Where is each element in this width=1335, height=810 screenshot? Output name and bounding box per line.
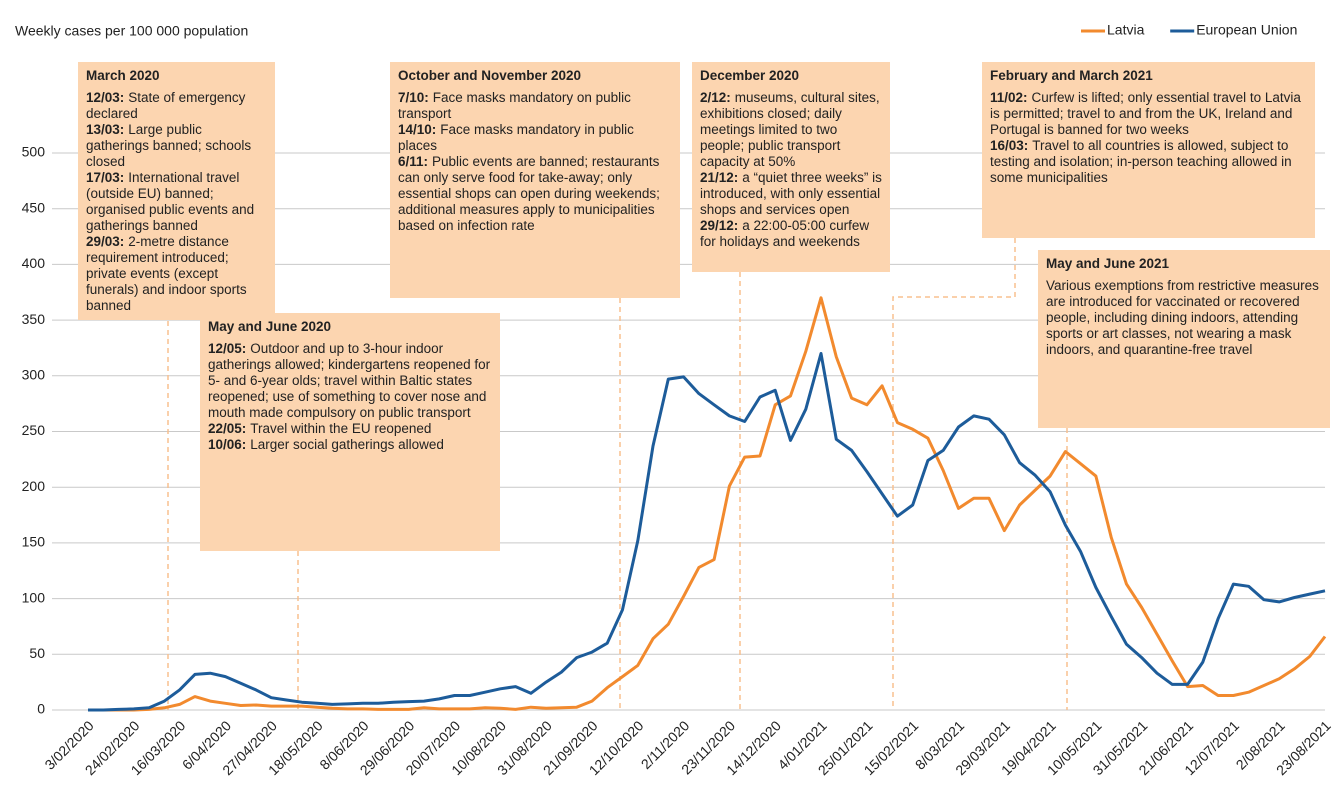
annotation-text: a “quiet three weeks” is introduced, wit… bbox=[700, 170, 882, 217]
annotation-title: February and March 2021 bbox=[990, 68, 1153, 83]
annotation-date: 29/03: bbox=[86, 234, 125, 249]
y-tick-label: 300 bbox=[22, 367, 46, 383]
annotation-box: December 2020 2/12: museums, cultural site… bbox=[692, 62, 890, 272]
annotation-item: 12/03: State of emergency declared bbox=[86, 90, 267, 122]
annotation-text: museums, cultural sites, exhibitions clo… bbox=[700, 90, 880, 169]
annotation-item: 12/05: Outdoor and up to 3-hour indoor ga… bbox=[208, 341, 492, 421]
annotation-item: 2/12: museums, cultural sites, exhibition… bbox=[700, 90, 882, 170]
annotation-date: 11/02: bbox=[990, 90, 1028, 105]
annotation-text: State of emergency declared bbox=[86, 90, 246, 121]
annotation-item: 21/12: a “quiet three weeks” is introduce… bbox=[700, 170, 882, 218]
y-tick-label: 400 bbox=[22, 255, 46, 271]
annotation-title: October and November 2020 bbox=[398, 68, 582, 83]
annotation-title: March 2020 bbox=[86, 68, 160, 83]
annotation-text: Public events are banned; restaurants ca… bbox=[398, 154, 660, 233]
annotation-text: Outdoor and up to 3-hour indoor gatherin… bbox=[208, 341, 491, 420]
annotation-item: 22/05: Travel within the EU reopened bbox=[208, 421, 492, 437]
y-tick-label: 50 bbox=[29, 645, 45, 661]
annotation-text: Large public gatherings banned; schools … bbox=[86, 122, 252, 169]
annotation-box: February and March 2021 11/02: Curfew is l… bbox=[982, 62, 1315, 238]
annotation-date: 7/10: bbox=[398, 90, 429, 105]
annotation-date: 2/12: bbox=[700, 90, 731, 105]
legend-label: Latvia bbox=[1107, 22, 1145, 38]
y-tick-label: 500 bbox=[22, 144, 46, 160]
annotation-text: International travel (outside EU) banned… bbox=[86, 170, 255, 233]
annotation-box: October and November 2020 7/10: Face masks… bbox=[390, 62, 680, 298]
annotation-item: 29/03: 2-metre distance requirement intro… bbox=[86, 234, 267, 314]
annotation-text: Various exemptions from restrictive meas… bbox=[1046, 278, 1319, 357]
annotation-text: Curfew is lifted; only essential travel … bbox=[990, 90, 1301, 137]
annotation-date: 13/03: bbox=[86, 122, 125, 137]
annotation-item: 6/11: Public events are banned; restauran… bbox=[398, 154, 672, 234]
annotation-title: May and June 2021 bbox=[1046, 256, 1170, 271]
annotation-date: 6/11: bbox=[398, 154, 429, 169]
y-tick-label: 350 bbox=[22, 311, 46, 327]
annotation-text: Face masks mandatory on public transport bbox=[398, 90, 631, 121]
annotation-text: Larger social gatherings allowed bbox=[250, 437, 444, 452]
y-tick-label: 250 bbox=[22, 422, 46, 438]
annotation-item: 17/03: International travel (outside EU) … bbox=[86, 170, 267, 234]
connector bbox=[892, 238, 1016, 710]
annotation-date: 10/06: bbox=[208, 437, 247, 452]
annotation-date: 17/03: bbox=[86, 170, 125, 185]
connectors bbox=[167, 238, 1068, 710]
annotation-text: a 22:00-05:00 curfew for holidays and we… bbox=[700, 218, 870, 249]
annotation-box: May and June 2020 12/05: Outdoor and up to… bbox=[200, 313, 500, 551]
annotation-item: 14/10: Face masks mandatory in public pla… bbox=[398, 122, 672, 154]
annotation-item: Various exemptions from restrictive meas… bbox=[1046, 278, 1322, 358]
annotation-title: December 2020 bbox=[700, 68, 800, 83]
annotation-date: 22/05: bbox=[208, 421, 247, 436]
annotation-item: 29/12: a 22:00-05:00 curfew for holidays … bbox=[700, 218, 882, 250]
legend-label: European Union bbox=[1196, 22, 1297, 38]
annotation-box: May and June 2021 Various exemptions from… bbox=[1038, 250, 1330, 428]
line-series bbox=[88, 352, 1326, 712]
y-tick-label: 0 bbox=[37, 701, 45, 717]
annotation-text: 2-metre distance requirement introduced;… bbox=[86, 234, 247, 313]
y-axis-title: Weekly cases per 100 000 population bbox=[15, 23, 248, 39]
annotation-item: 13/03: Large public gatherings banned; sc… bbox=[86, 122, 267, 170]
annotation-text: Travel to all countries is allowed, subj… bbox=[990, 138, 1292, 185]
annotation-date: 29/12: bbox=[700, 218, 739, 233]
y-tick-label: 450 bbox=[22, 199, 46, 215]
y-tick-label: 100 bbox=[22, 589, 46, 605]
annotation-item: 7/10: Face masks mandatory on public tran… bbox=[398, 90, 672, 122]
annotation-date: 12/05: bbox=[208, 341, 247, 356]
annotation-date: 21/12: bbox=[700, 170, 739, 185]
line-series bbox=[88, 296, 1327, 712]
y-tick-label: 200 bbox=[22, 478, 46, 494]
annotation-title: May and June 2020 bbox=[208, 319, 332, 334]
annotation-item: 16/03: Travel to all countries is allowed… bbox=[990, 138, 1307, 186]
annotation-date: 14/10: bbox=[398, 122, 437, 137]
annotation-text: Travel within the EU reopened bbox=[250, 421, 432, 436]
annotation-date: 12/03: bbox=[86, 90, 125, 105]
annotation-item: 10/06: Larger social gatherings allowed bbox=[208, 437, 492, 453]
annotation-date: 16/03: bbox=[990, 138, 1029, 153]
y-tick-label: 150 bbox=[22, 534, 46, 550]
annotation-box: March 2020 12/03: State of emergency decla… bbox=[78, 62, 275, 320]
annotation-item: 11/02: Curfew is lifted; only essential t… bbox=[990, 90, 1307, 138]
annotation-text: Face masks mandatory in public places bbox=[398, 122, 634, 153]
